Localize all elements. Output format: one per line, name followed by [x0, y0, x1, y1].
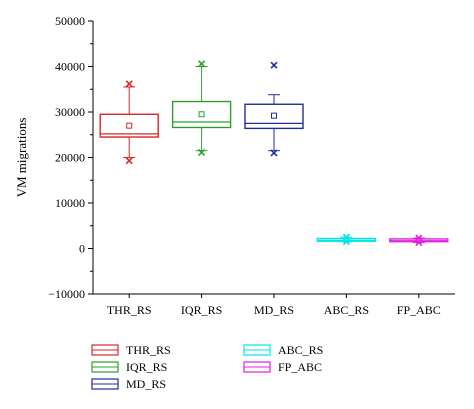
max-marker: [270, 61, 278, 69]
marker-stroke: [342, 238, 350, 246]
mean-marker: [198, 111, 205, 118]
legend-item-thr-rs: THR_RS: [91, 343, 171, 357]
x-tick-label: MD_RS: [254, 303, 294, 317]
y-tick-label: −10000: [48, 287, 85, 301]
marker-stroke: [415, 239, 423, 247]
x-tick-label: FP_ABC: [397, 303, 441, 317]
mean-marker: [126, 122, 133, 129]
box-iqr: [171, 100, 232, 129]
y-tick-label: 40000: [55, 60, 85, 74]
marker-stroke: [198, 148, 206, 157]
y-tick-label: 20000: [55, 151, 85, 165]
legend-label: FP_ABC: [278, 360, 322, 374]
box-thr-rs: [99, 80, 159, 165]
marker-stroke: [198, 60, 206, 68]
max-marker: [198, 60, 206, 68]
max-marker: [125, 80, 133, 88]
box-iqr: [99, 113, 159, 138]
box-md-rs: [244, 61, 304, 157]
min-marker: [342, 238, 350, 246]
min-marker: [198, 148, 206, 157]
plot-area: [99, 60, 449, 247]
legend-item-fp-abc: FP_ABC: [243, 360, 322, 374]
marker-stroke: [125, 80, 133, 88]
min-marker: [415, 239, 423, 247]
mean-marker: [271, 112, 277, 119]
legend-label: IQR_RS: [126, 360, 167, 374]
y-tick-label: 30000: [55, 105, 85, 119]
legend-item-md-rs: MD_RS: [91, 377, 166, 391]
y-tick-label: 10000: [55, 196, 85, 210]
legend-item-iqr-rs: IQR_RS: [91, 360, 167, 374]
min-marker: [270, 149, 278, 157]
marker-stroke: [270, 61, 278, 69]
x-tick-label: THR_RS: [107, 303, 152, 317]
legend-label: THR_RS: [126, 343, 171, 357]
y-tick-label: 50000: [55, 14, 85, 28]
y-tick-label: 0: [79, 242, 85, 256]
x-tick-label: ABC_RS: [324, 303, 369, 317]
legend-label: MD_RS: [126, 377, 166, 391]
y-axis: −10000 0 10000 20000 30000 40000 50000: [48, 14, 94, 301]
x-tick-label: IQR_RS: [181, 303, 222, 317]
marker-stroke: [125, 157, 133, 165]
box-abc-rs: [316, 233, 377, 246]
legend-item-abc-rs: ABC_RS: [243, 343, 323, 357]
box-iqr-rs: [171, 60, 232, 157]
marker-stroke: [270, 149, 278, 157]
legend-label: ABC_RS: [278, 343, 323, 357]
y-axis-title: VM migrations: [14, 118, 29, 198]
min-marker: [125, 157, 133, 165]
legend: THR_RS IQR_RS MD_RS ABC_RS FP_ABC: [91, 343, 323, 391]
box-fp-abc: [389, 234, 449, 247]
x-axis: THR_RS IQR_RS MD_RS ABC_RS FP_ABC: [93, 293, 455, 317]
box-iqr: [244, 103, 304, 130]
